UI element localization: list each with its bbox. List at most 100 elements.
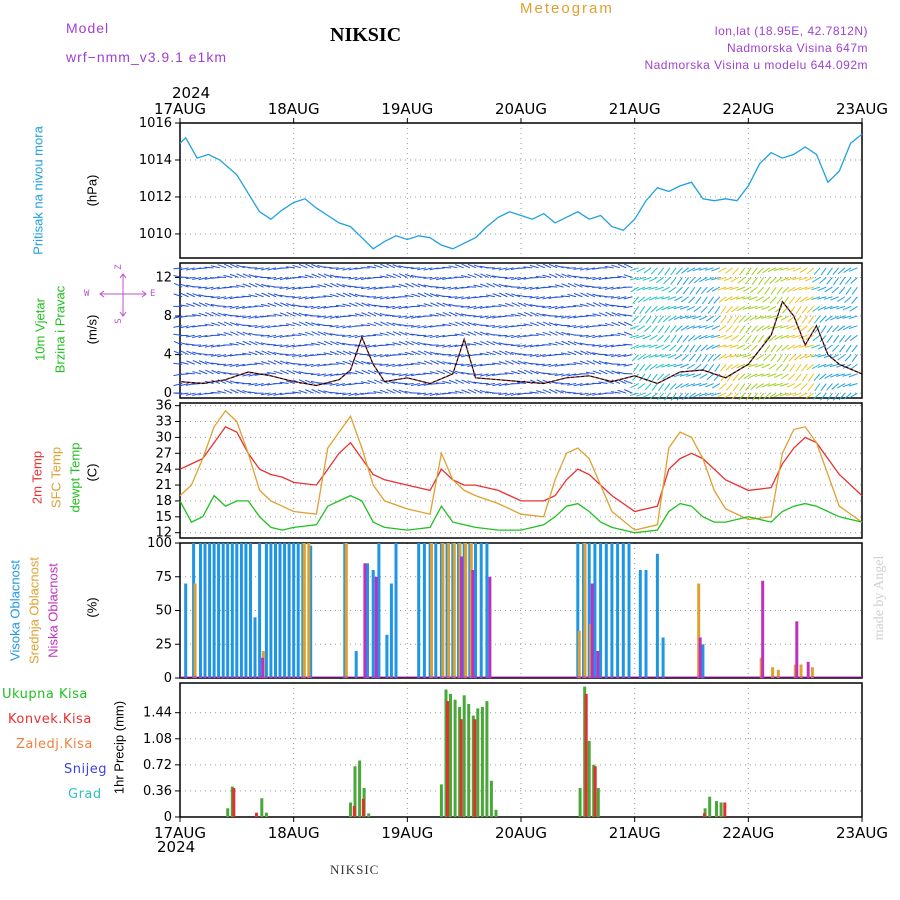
wind-arrow <box>723 286 733 291</box>
wind-arrow <box>667 354 677 359</box>
wind-arrow <box>567 325 577 328</box>
wind-arrow <box>304 363 314 367</box>
wind-arrow <box>579 334 589 337</box>
wind-arrow <box>392 305 402 310</box>
wind-arrow <box>673 373 683 378</box>
wind-arrow <box>192 302 202 307</box>
wind-arrow <box>185 392 195 396</box>
wind-arrow <box>643 296 652 302</box>
wind-arrow <box>830 296 839 301</box>
bar-konvek-kisa <box>255 812 258 817</box>
wind-arrow <box>204 302 214 307</box>
wind-arrow <box>511 370 521 375</box>
wind-arrow <box>630 383 639 389</box>
bar-ukupna-kisa <box>703 808 707 817</box>
wind-arrow <box>217 276 227 278</box>
wind-arrow <box>695 296 702 305</box>
wind-arrow <box>348 371 358 375</box>
wind-arrow <box>798 286 808 291</box>
wind-arrow <box>592 276 602 281</box>
wind-arrow <box>730 363 739 370</box>
ytick-label: 0 <box>164 810 172 825</box>
wind-arrow <box>686 373 696 377</box>
wind-arrow <box>273 313 283 317</box>
wind-arrow <box>323 352 333 356</box>
ytick-label: 25 <box>155 637 172 652</box>
wind-arrow <box>729 286 739 291</box>
wind-arrow <box>726 315 733 324</box>
wind-arrow <box>567 391 577 394</box>
wind-arrow <box>235 315 245 318</box>
wind-arrow <box>192 351 202 356</box>
wind-arrow <box>417 292 427 298</box>
wind-arrow <box>817 354 827 358</box>
wind-arrow <box>386 321 396 327</box>
wind-arrow <box>824 315 833 322</box>
wind-arrow <box>329 305 339 308</box>
wind-arrow <box>644 306 652 314</box>
wind-arrow <box>630 286 639 293</box>
wind-arrow <box>405 340 414 346</box>
wind-arrow <box>704 392 714 397</box>
wind-arrow <box>819 315 827 323</box>
bar-visoka-oblacnost <box>253 617 257 679</box>
wind-arrow <box>845 286 852 295</box>
wind-arrow <box>764 344 771 353</box>
wind-arrow <box>542 274 552 278</box>
wind-arrow <box>830 315 839 321</box>
wind-arrow <box>348 392 358 396</box>
wind-arrow <box>799 296 808 303</box>
wind-arrow <box>617 321 627 327</box>
wind-arrow <box>694 363 702 371</box>
wind-arrow <box>342 284 352 288</box>
wind-arrow <box>788 354 796 362</box>
wind-arrow <box>461 321 471 327</box>
wind-arrow <box>198 302 208 307</box>
wind-arrow <box>820 392 827 401</box>
wind-arrow <box>688 296 696 304</box>
bar-visoka-oblacnost <box>604 543 608 678</box>
wind-arrow <box>680 363 689 369</box>
wind-arrow <box>254 341 264 346</box>
wind-arrow <box>561 315 570 319</box>
wind-arrow <box>298 312 308 317</box>
bar-ukupna-kisa <box>358 760 362 817</box>
wind-arrow <box>738 392 746 401</box>
wind-arrow <box>695 286 702 295</box>
wind-arrow <box>360 276 370 281</box>
wind-arrow <box>236 273 245 278</box>
wind-arrow <box>398 353 408 356</box>
wind-arrow <box>726 383 733 391</box>
wind-arrow <box>511 392 520 396</box>
bar-visoka-oblacnost <box>203 543 207 678</box>
wind-arrow <box>573 362 583 365</box>
wind-arrow <box>229 380 239 385</box>
wind-arrow <box>411 350 421 356</box>
wind-arrow <box>654 354 664 358</box>
wind-arrow <box>286 311 296 317</box>
wind-arrow <box>367 344 377 348</box>
wind-arrow <box>548 273 558 278</box>
wind-arrow <box>832 325 840 333</box>
ytick-label: 12 <box>155 270 172 285</box>
wind-arrow <box>758 277 765 286</box>
wind-arrow <box>651 325 658 333</box>
wind-arrow <box>732 315 740 324</box>
wind-arrow <box>448 311 458 317</box>
wind-arrow <box>686 383 696 387</box>
ytick-label: 33 <box>155 415 172 430</box>
wind-arrow <box>198 267 208 270</box>
wind-arrow <box>404 315 414 319</box>
wind-arrow <box>305 263 314 269</box>
wind-arrow <box>811 354 821 358</box>
wind-arrow <box>510 344 520 347</box>
wind-arrow <box>448 265 458 269</box>
wind-arrow <box>814 315 821 324</box>
wind-arrow <box>623 314 633 317</box>
bar-visoka-oblacnost <box>593 543 597 678</box>
wind-arrow <box>731 392 739 400</box>
wind-arrow <box>805 392 814 399</box>
wind-arrow <box>579 284 589 288</box>
wind-arrow <box>630 344 639 350</box>
wind-arrow <box>724 334 733 340</box>
